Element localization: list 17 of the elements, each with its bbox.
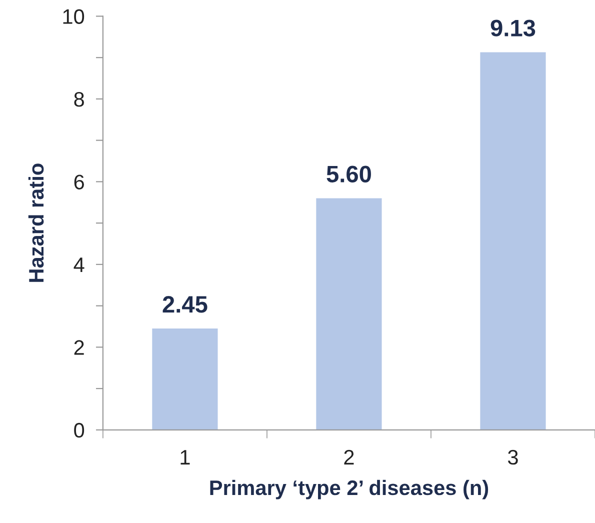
y-tick-label: 6	[74, 174, 84, 190]
data-label: 2.45	[162, 296, 208, 313]
y-tick-label: 8	[74, 92, 84, 107]
y-tick-label: 4	[74, 258, 84, 272]
y-tick-label: 2	[74, 340, 84, 355]
data-label: 9.13	[490, 20, 536, 36]
x-tick-label: 2	[344, 450, 354, 464]
data-label: 5.60	[326, 166, 371, 182]
x-tick-label: 3	[508, 450, 518, 465]
y-tick-label: 10	[63, 9, 84, 24]
x-axis-title: Primary ‘type 2’ diseases (n)	[210, 480, 488, 500]
y-axis-title: Hazard ratio	[28, 164, 44, 282]
y-tick-label: 0	[74, 422, 84, 438]
bar	[152, 328, 218, 430]
bar	[480, 52, 546, 430]
bar	[316, 198, 382, 430]
x-tick-label: 1	[180, 450, 190, 464]
